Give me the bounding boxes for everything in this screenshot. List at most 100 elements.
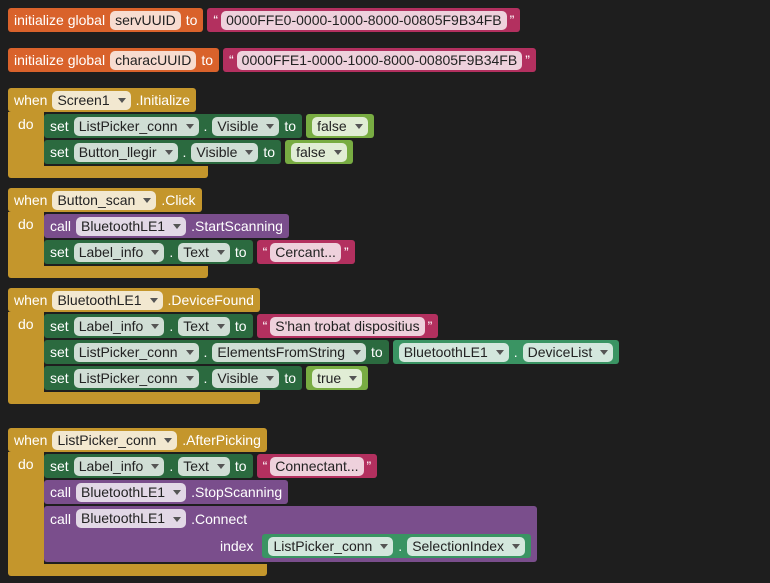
statement-row: set ListPicker_conn. ElementsFromString to B… [44,340,620,364]
method-call-block: call BluetoothLE1 .StopScanning [44,480,289,504]
do-label: do [8,452,44,564]
event-body: do set ListPicker_conn. Visible to false set Bu… [8,112,374,166]
quote: ” [509,12,515,28]
keyword: set [50,370,69,386]
global-declaration: initialize global servUUID to “0000FFE0-000… [8,8,521,32]
event-footer [8,266,208,278]
property-dropdown: Text [178,242,230,262]
global-declaration: initialize global characUUID to “0000FFE1-0… [8,48,536,72]
keyword: call [50,484,72,500]
keyword: to [201,52,213,68]
statement-row: set Label_info. Text to “Cercant...” [44,240,355,264]
quote: “ [229,52,234,68]
keyword: to [284,370,297,386]
event-handler: when BluetoothLE1 .DeviceFound do set Label_i… [8,288,620,404]
keyword: to [185,12,198,28]
dot: . [203,370,208,386]
keyword: when [14,432,48,448]
call-header: call BluetoothLE1 .Connect [50,509,531,528]
component-dropdown: ListPicker_conn [73,116,199,136]
keyword: when [14,192,48,208]
keyword: set [50,244,69,260]
setter-block: set ListPicker_conn. Visible to [44,114,303,138]
setter-block: set Label_info. Text to [44,314,253,338]
boolean-dropdown: false [291,142,347,162]
event-footer [8,564,267,576]
statement-row: set ListPicker_conn. Visible to true [44,366,619,390]
string-field: 0000FFE1-0000-1000-8000-00805F9B34FB [236,50,523,70]
global-block: initialize global servUUID to [8,8,204,32]
dot: . [169,458,174,474]
dot: . [169,318,174,334]
string-field: Connectant... [270,456,364,476]
event-name: .Initialize [135,92,191,108]
keyword: to [284,118,297,134]
property-dropdown: ElementsFromString [212,342,366,362]
statements: set Label_info. Text to “S'han trobat dispos… [44,312,620,392]
property-dropdown: Visible [212,116,280,136]
property-dropdown: Visible [191,142,259,162]
string-field: 0000FFE0-0000-1000-8000-00805F9B34FB [221,10,507,30]
keyword: do [18,116,34,132]
property-dropdown: Text [178,316,230,336]
quote: ” [343,244,349,260]
property-dropdown: Visible [212,368,280,388]
keyword: set [50,458,69,474]
boolean-block: false [285,140,353,164]
event-name: .Click [161,192,196,208]
event-header: when Button_scan .Click [8,188,202,212]
statement-row: set Label_info. Text to “Connectant...” [44,454,537,478]
statement-row: call BluetoothLE1 .Connect index ListPicker_… [44,506,538,562]
component-dropdown: Label_info [73,316,165,336]
event-handler: when ListPicker_conn .AfterPicking do set Lab… [8,428,538,576]
property-dropdown: Text [178,456,230,476]
component-dropdown: BluetoothLE1 [52,290,163,310]
boolean-dropdown: true [312,368,363,388]
event-name: .DeviceFound [167,292,254,308]
argument-name: index [220,538,254,554]
statements: set ListPicker_conn. Visible to false set Butt… [44,112,374,166]
quote: “ [262,244,268,260]
setter-block: set Button_llegir. Visible to [44,140,282,164]
boolean-dropdown: false [312,116,368,136]
keyword: to [234,244,247,260]
method-name: .StopScanning [191,484,283,500]
dot: . [203,118,208,134]
text-block: “0000FFE1-0000-1000-8000-00805F9B34FB” [223,48,536,72]
statements: call BluetoothLE1 .StartScanning set Label_i… [44,212,355,266]
keyword: initialize global [14,52,106,68]
component-dropdown: Label_info [73,456,165,476]
keyword: initialize global [14,12,106,28]
keyword: to [234,458,247,474]
component-dropdown: BluetoothLE1 [398,342,509,362]
component-dropdown: BluetoothLE1 [76,482,187,502]
setter-block: set ListPicker_conn. Visible to [44,366,303,390]
component-dropdown: Button_llegir [73,142,178,162]
event-name: .AfterPicking [182,432,261,448]
text-block: “Cercant...” [256,240,355,264]
statements: set Label_info. Text to “Connectant...” call B… [44,452,538,564]
quote: “ [213,12,219,28]
property-dropdown: SelectionIndex [407,536,526,556]
keyword: call [50,510,72,527]
quote: “ [262,318,268,334]
setter-block: set Label_info. Text to [44,240,253,264]
event-body: do call BluetoothLE1 .StartScanning set Label… [8,212,355,266]
component-dropdown: Label_info [73,242,165,262]
dot: . [398,538,403,554]
method-name: .Connect [191,510,248,527]
getter-block: ListPicker_conn. SelectionIndex [262,534,532,558]
boolean-block: true [306,366,369,390]
quote: ” [427,318,433,334]
string-field: S'han trobat dispositius [270,316,425,336]
event-handler: when Button_scan .Click do call BluetoothLE1.… [8,188,355,278]
keyword: set [50,344,69,360]
global-block: initialize global characUUID to [8,48,219,72]
setter-block: set Label_info. Text to [44,454,253,478]
text-block: “0000FFE0-0000-1000-8000-00805F9B34FB” [207,8,521,32]
property-dropdown: DeviceList [522,342,614,362]
dot: . [513,344,518,360]
statement-row: set ListPicker_conn. Visible to false [44,114,374,138]
keyword: when [14,92,48,108]
component-dropdown: Button_scan [52,190,157,210]
